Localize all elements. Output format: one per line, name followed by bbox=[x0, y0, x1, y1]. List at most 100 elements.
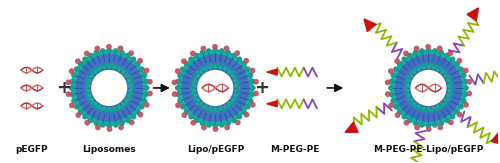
Circle shape bbox=[72, 99, 76, 103]
Circle shape bbox=[420, 49, 424, 53]
Circle shape bbox=[130, 92, 132, 95]
Circle shape bbox=[126, 53, 130, 57]
Circle shape bbox=[426, 124, 430, 128]
Circle shape bbox=[201, 46, 205, 51]
Circle shape bbox=[449, 81, 452, 84]
Circle shape bbox=[86, 92, 89, 95]
Circle shape bbox=[130, 120, 134, 125]
Circle shape bbox=[178, 99, 182, 103]
Circle shape bbox=[236, 120, 240, 125]
Circle shape bbox=[148, 80, 152, 84]
Circle shape bbox=[438, 125, 442, 130]
Circle shape bbox=[467, 91, 471, 96]
Circle shape bbox=[222, 65, 225, 68]
Circle shape bbox=[200, 51, 204, 55]
Circle shape bbox=[140, 105, 144, 109]
Circle shape bbox=[254, 91, 258, 96]
Circle shape bbox=[396, 113, 400, 117]
Circle shape bbox=[120, 68, 124, 71]
Circle shape bbox=[70, 103, 74, 107]
Circle shape bbox=[190, 51, 195, 56]
Text: pEGFP: pEGFP bbox=[16, 145, 48, 154]
Circle shape bbox=[414, 121, 418, 125]
Circle shape bbox=[70, 86, 73, 90]
Circle shape bbox=[202, 125, 206, 130]
Circle shape bbox=[444, 101, 447, 104]
Circle shape bbox=[426, 45, 430, 49]
Circle shape bbox=[248, 99, 252, 103]
Circle shape bbox=[114, 123, 117, 127]
Circle shape bbox=[407, 76, 410, 79]
Circle shape bbox=[459, 105, 463, 109]
Circle shape bbox=[194, 76, 197, 79]
Circle shape bbox=[119, 125, 123, 130]
Circle shape bbox=[440, 121, 444, 125]
Circle shape bbox=[424, 109, 428, 112]
Circle shape bbox=[120, 51, 124, 55]
Circle shape bbox=[184, 110, 188, 114]
Circle shape bbox=[396, 55, 462, 121]
Circle shape bbox=[226, 68, 230, 71]
Circle shape bbox=[92, 71, 126, 105]
Circle shape bbox=[100, 49, 104, 53]
Circle shape bbox=[182, 113, 186, 117]
Circle shape bbox=[440, 105, 443, 108]
Circle shape bbox=[200, 121, 204, 125]
Text: +: + bbox=[254, 79, 270, 97]
Circle shape bbox=[394, 105, 398, 109]
Circle shape bbox=[467, 80, 471, 84]
Circle shape bbox=[456, 110, 460, 114]
Circle shape bbox=[105, 64, 108, 67]
Circle shape bbox=[129, 51, 134, 55]
Circle shape bbox=[242, 62, 246, 66]
Circle shape bbox=[85, 86, 88, 89]
Circle shape bbox=[405, 81, 408, 84]
Circle shape bbox=[391, 73, 395, 77]
Circle shape bbox=[192, 81, 195, 84]
Circle shape bbox=[201, 105, 204, 108]
Circle shape bbox=[180, 67, 184, 71]
Polygon shape bbox=[267, 69, 277, 75]
Circle shape bbox=[194, 97, 197, 100]
Circle shape bbox=[83, 115, 87, 119]
Polygon shape bbox=[267, 101, 277, 107]
Circle shape bbox=[224, 46, 229, 51]
Circle shape bbox=[390, 79, 394, 83]
Circle shape bbox=[206, 107, 209, 111]
Circle shape bbox=[126, 119, 130, 123]
Circle shape bbox=[433, 49, 437, 53]
Circle shape bbox=[414, 51, 418, 55]
Circle shape bbox=[76, 113, 80, 117]
Circle shape bbox=[389, 103, 394, 107]
Circle shape bbox=[464, 86, 468, 90]
Circle shape bbox=[172, 92, 177, 96]
Circle shape bbox=[140, 67, 144, 71]
Circle shape bbox=[88, 53, 92, 57]
Circle shape bbox=[390, 93, 394, 96]
Circle shape bbox=[250, 103, 255, 107]
Circle shape bbox=[449, 120, 453, 125]
Circle shape bbox=[196, 69, 234, 107]
Circle shape bbox=[389, 86, 393, 90]
Circle shape bbox=[78, 110, 82, 114]
Circle shape bbox=[85, 120, 89, 125]
Circle shape bbox=[457, 59, 462, 63]
Circle shape bbox=[433, 123, 437, 127]
Circle shape bbox=[410, 69, 448, 107]
Circle shape bbox=[95, 68, 98, 71]
Circle shape bbox=[94, 121, 98, 125]
Circle shape bbox=[462, 99, 466, 103]
Circle shape bbox=[216, 64, 220, 67]
Circle shape bbox=[192, 65, 238, 111]
Text: +: + bbox=[56, 79, 71, 97]
Circle shape bbox=[136, 110, 140, 114]
Circle shape bbox=[191, 86, 194, 89]
Circle shape bbox=[116, 107, 119, 111]
Circle shape bbox=[182, 55, 248, 121]
Text: Lipo/pEGFP: Lipo/pEGFP bbox=[186, 145, 244, 154]
Circle shape bbox=[108, 127, 112, 131]
Circle shape bbox=[176, 69, 180, 73]
Circle shape bbox=[246, 105, 250, 109]
Circle shape bbox=[76, 55, 142, 121]
Circle shape bbox=[250, 79, 254, 83]
